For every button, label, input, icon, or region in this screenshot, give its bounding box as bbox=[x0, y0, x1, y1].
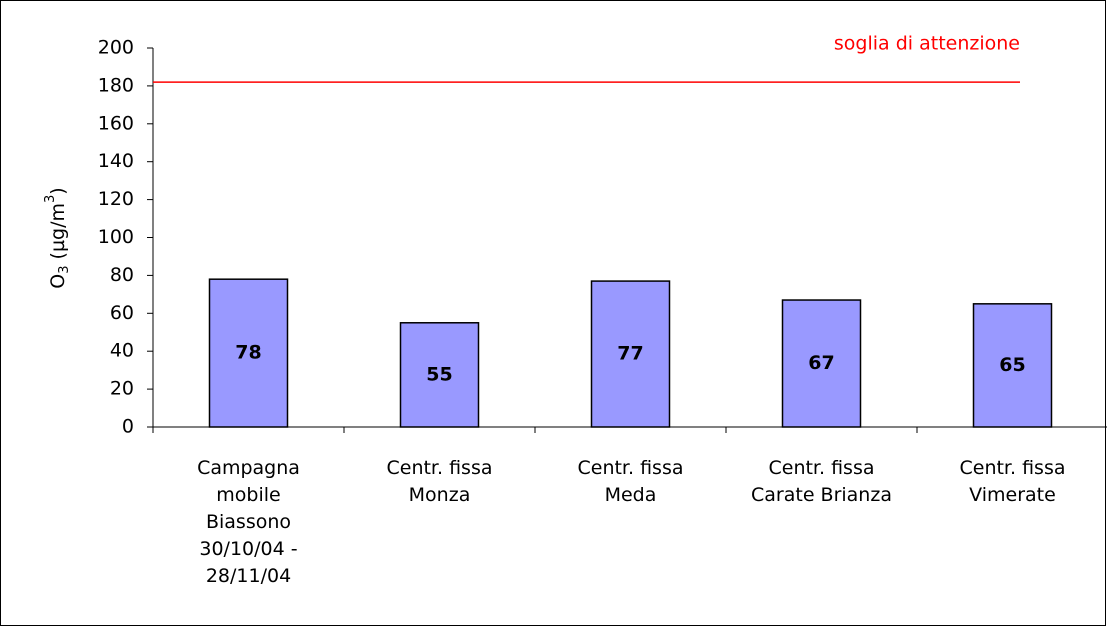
y-axis-label: O3 (µg/m3) bbox=[43, 187, 72, 288]
y-tick-label: 160 bbox=[98, 112, 134, 134]
y-tick-label: 20 bbox=[110, 378, 134, 400]
bar bbox=[781, 299, 862, 428]
bar bbox=[972, 303, 1053, 428]
y-tick-label: 140 bbox=[98, 150, 134, 172]
x-tick-label-line: Centr. fissa bbox=[959, 457, 1065, 479]
x-tick-label: Campagna mobile Biassono 30/10/04 - 28/11/04 bbox=[197, 457, 300, 587]
y-tick-label: 0 bbox=[122, 416, 134, 438]
value-label: 55 bbox=[426, 363, 452, 385]
y-tick-label: 40 bbox=[110, 340, 134, 362]
x-tick-label-line: Centr. fissa bbox=[768, 457, 874, 479]
x-tick-label-line: 28/11/04 bbox=[206, 565, 291, 587]
x-tick-label-line: Vimerate bbox=[969, 484, 1056, 506]
y-label-sup: 3 bbox=[43, 195, 58, 203]
y-label-part: (µg/m bbox=[47, 203, 69, 266]
x-tick-label: Centr. fissa Carate Brianza bbox=[751, 457, 892, 506]
x-tick-label: Centr. fissa Monza bbox=[386, 457, 492, 506]
threshold-label: soglia di attenzione bbox=[834, 33, 1020, 55]
x-tick-label-line: Monza bbox=[409, 484, 471, 506]
y-label-part: ) bbox=[47, 187, 69, 194]
y-label-part: O bbox=[47, 274, 69, 289]
x-tick-label: Centr. fissa Meda bbox=[577, 457, 683, 506]
x-tick-label: Centr. fissa Vimerate bbox=[959, 457, 1065, 506]
x-tick-label-line: Carate Brianza bbox=[751, 484, 892, 506]
y-tick-label: 60 bbox=[110, 302, 134, 324]
x-tick-label-line: Campagna bbox=[197, 457, 300, 479]
x-tick-label-line: mobile bbox=[216, 484, 280, 506]
y-tick-label: 120 bbox=[98, 188, 134, 210]
x-tick-label-line: Biassono bbox=[206, 511, 291, 533]
value-label: 65 bbox=[999, 354, 1025, 376]
y-tick-label: 100 bbox=[98, 226, 134, 248]
y-tick-label: 80 bbox=[110, 264, 134, 286]
y-tick-label: 180 bbox=[98, 74, 134, 96]
value-label: 77 bbox=[617, 343, 643, 365]
value-label: 67 bbox=[808, 352, 834, 374]
x-tick-label-line: Meda bbox=[605, 484, 657, 506]
bar bbox=[208, 278, 289, 428]
bar bbox=[399, 322, 480, 428]
bar bbox=[590, 280, 671, 428]
y-tick-label: 200 bbox=[98, 37, 134, 59]
x-tick-label-line: 30/10/04 - bbox=[199, 538, 297, 560]
value-label: 78 bbox=[235, 342, 261, 364]
x-tick-label-line: Centr. fissa bbox=[577, 457, 683, 479]
y-label-sub: 3 bbox=[57, 265, 72, 273]
x-tick-label-line: Centr. fissa bbox=[386, 457, 492, 479]
